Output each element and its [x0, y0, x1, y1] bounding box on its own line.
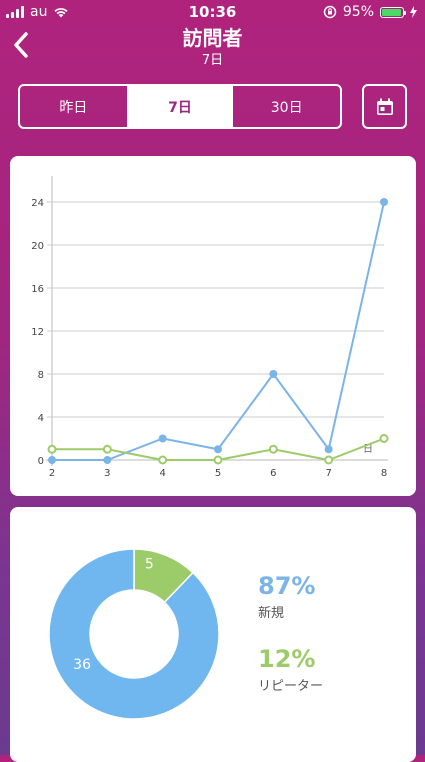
donut-slice-label: 36 — [73, 657, 91, 673]
repeat-visitors-percent: 12% — [258, 645, 316, 673]
status-left: au — [6, 4, 69, 20]
status-right: 95% — [323, 4, 417, 20]
signal-icon — [6, 6, 24, 18]
charging-icon — [410, 6, 417, 18]
new-visitors-label: 新規 — [258, 606, 285, 621]
calendar-button[interactable] — [362, 84, 407, 129]
series-2-point — [213, 455, 223, 465]
x-unit-label: 日 — [363, 444, 373, 455]
x-tick-label: 2 — [49, 468, 55, 479]
y-tick-label: 16 — [31, 284, 44, 295]
series-1-point — [103, 456, 112, 464]
visitor-type-donut-chart: 5 36 — [48, 548, 220, 720]
nav-bar: 訪問者 7日 — [0, 22, 425, 68]
calendar-icon — [376, 98, 393, 115]
series-1-point — [158, 434, 167, 443]
y-tick-label: 24 — [31, 198, 44, 209]
y-tick-label: 0 — [38, 456, 44, 467]
segment-7-days[interactable]: 7日 — [126, 86, 234, 127]
wifi-icon — [54, 8, 69, 18]
series-2-point — [47, 444, 57, 454]
page-subtitle: 7日 — [201, 53, 224, 68]
battery-icon — [380, 6, 406, 18]
new-visitors-legend: 87% 新規 — [258, 572, 315, 621]
series-1-point — [214, 445, 222, 454]
carrier-label: au — [30, 4, 48, 20]
y-tick-label: 12 — [31, 327, 44, 338]
series-1-point — [324, 445, 333, 454]
y-tick-label: 8 — [38, 370, 44, 381]
series-2-point — [379, 434, 389, 443]
donut-slice-36 — [48, 548, 220, 720]
series-2-point — [324, 455, 334, 465]
x-tick-label: 8 — [381, 468, 387, 479]
series-2-point — [158, 455, 168, 465]
x-tick-label: 7 — [325, 468, 331, 479]
series-2-point — [102, 444, 112, 454]
rotation-lock-icon — [323, 5, 337, 19]
y-tick-label: 4 — [38, 413, 44, 424]
x-tick-label: 4 — [159, 468, 165, 479]
page-title: 訪問者 — [182, 26, 243, 50]
donut-slice-label: 5 — [145, 557, 154, 573]
segment-30-days[interactable]: 30日 — [270, 99, 303, 116]
repeat-visitors-label: リピーター — [258, 679, 324, 694]
series-1-point — [380, 198, 388, 206]
segment-yesterday[interactable]: 昨日 — [59, 99, 88, 116]
visitors-line-chart-card: 0 4 8 12 16 20 24 2 3 4 5 6 7 8 日 — [10, 156, 416, 496]
series-1-point — [269, 370, 278, 378]
series-1-point — [48, 456, 56, 464]
x-tick-label: 5 — [215, 468, 221, 479]
series-2-point — [268, 444, 278, 454]
visitor-type-card: 5 36 87% 新規 12% リピーター — [10, 507, 416, 762]
back-chevron-icon[interactable] — [10, 30, 32, 60]
battery-percent: 95% — [342, 4, 374, 20]
y-tick-label: 20 — [31, 241, 44, 252]
new-visitors-percent: 87% — [258, 572, 316, 600]
x-tick-label: 3 — [104, 468, 110, 479]
repeat-visitors-legend: 12% リピーター — [258, 645, 323, 694]
x-tick-label: 6 — [270, 468, 276, 479]
status-time: 10:36 — [188, 3, 237, 21]
status-bar: au 10:36 95% — [0, 0, 425, 24]
period-segmented-control: 昨日 7日 30日 — [18, 84, 342, 129]
visitors-line-chart: 0 4 8 12 16 20 24 2 3 4 5 6 7 8 日 — [31, 176, 389, 479]
